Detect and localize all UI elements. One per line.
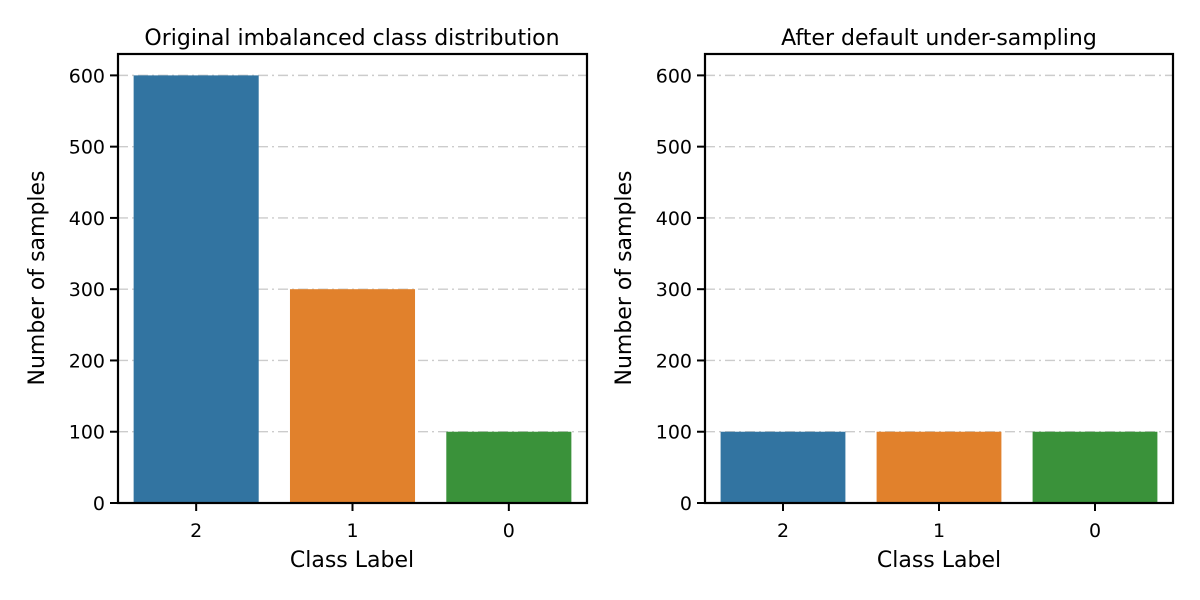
y-tick-label: 100 bbox=[656, 422, 692, 444]
y-tick-label: 400 bbox=[69, 208, 105, 230]
chart-original: Original imbalanced class distribution 0… bbox=[25, 26, 589, 573]
bars bbox=[720, 431, 1158, 503]
plot-frame bbox=[116, 52, 589, 505]
y-tick-label: 300 bbox=[69, 279, 105, 301]
y-tick-label: 500 bbox=[69, 137, 105, 159]
bars bbox=[133, 75, 572, 503]
x-axis-label: Class Label bbox=[290, 548, 414, 573]
bar-class-1 bbox=[876, 431, 1002, 503]
bar-class-2 bbox=[133, 75, 259, 503]
y-tick-label: 600 bbox=[656, 65, 692, 87]
y-axis-label: Number of samples bbox=[612, 170, 637, 385]
y-tick-label: 200 bbox=[656, 350, 692, 372]
chart-title: Original imbalanced class distribution bbox=[144, 26, 559, 51]
y-tick-label: 500 bbox=[656, 137, 692, 159]
y-tick-label: 200 bbox=[69, 350, 105, 372]
y-tick-label: 100 bbox=[69, 422, 105, 444]
y-tick-label: 300 bbox=[656, 279, 692, 301]
plot-frame bbox=[703, 52, 1175, 505]
x-tick-label: 2 bbox=[777, 520, 789, 542]
chart-undersampled: After default under-sampling 0 100 200 300 4… bbox=[612, 26, 1175, 573]
y-tick-label: 600 bbox=[69, 65, 105, 87]
y-tick-label: 0 bbox=[93, 493, 105, 515]
bar-class-0 bbox=[1032, 431, 1158, 503]
bar-class-1 bbox=[289, 289, 416, 503]
y-axis-label: Number of samples bbox=[25, 170, 50, 385]
chart-title: After default under-sampling bbox=[781, 26, 1097, 51]
y-tick-label: 0 bbox=[680, 493, 692, 515]
x-axis-label: Class Label bbox=[877, 548, 1001, 573]
x-tick-label: 0 bbox=[503, 520, 515, 542]
ticks: 0 100 200 300 400 500 600 2 1 0 bbox=[69, 65, 515, 542]
bar-class-2 bbox=[720, 431, 846, 503]
x-tick-label: 2 bbox=[190, 520, 202, 542]
x-tick-label: 1 bbox=[346, 520, 358, 542]
bar-class-0 bbox=[446, 431, 572, 503]
x-tick-label: 0 bbox=[1089, 520, 1101, 542]
y-tick-label: 400 bbox=[656, 208, 692, 230]
x-tick-label: 1 bbox=[933, 520, 945, 542]
ticks: 0 100 200 300 400 500 600 2 1 0 bbox=[656, 65, 1101, 542]
